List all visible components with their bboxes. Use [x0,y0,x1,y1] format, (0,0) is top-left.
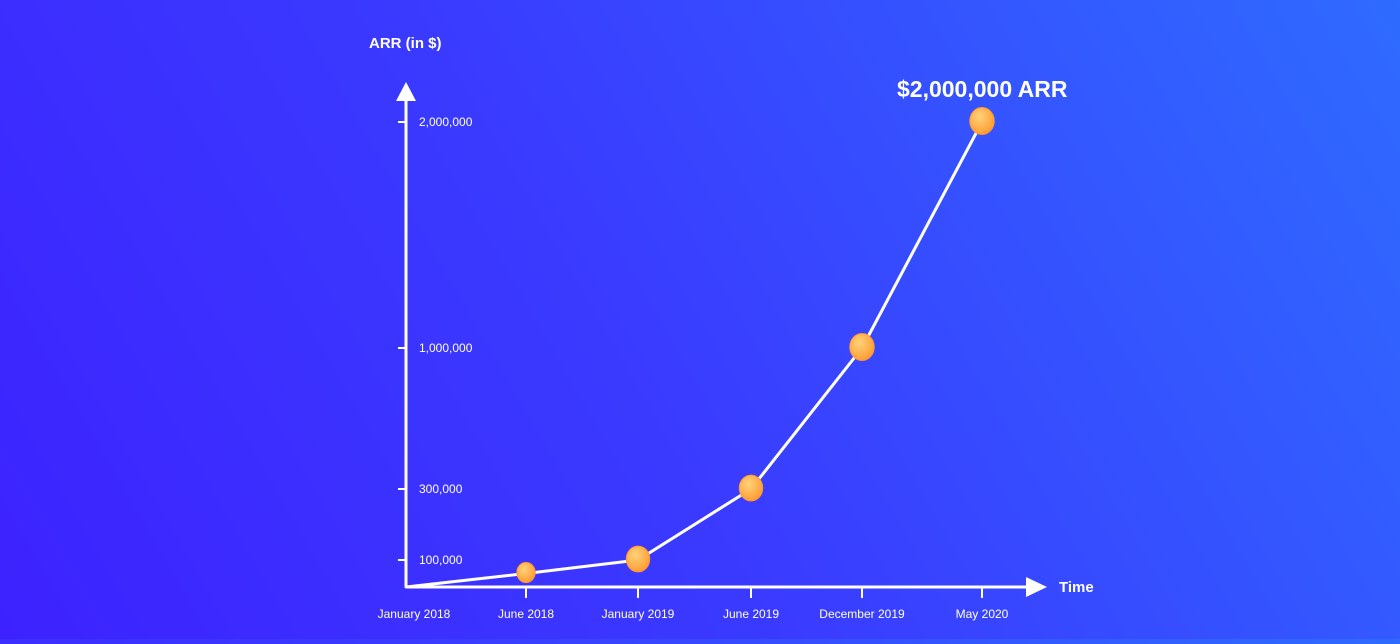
x-tick-label: January 2018 [378,607,451,621]
x-axis-title: Time [1059,579,1094,596]
x-ticks: January 2018 June 2018 January 2019 June 20… [378,587,1009,621]
series-arr [404,107,995,589]
y-tick-label: 300,000 [419,482,463,496]
annotation-label: $2,000,000 ARR [897,76,1068,102]
y-tick-label: 2,000,000 [419,115,473,129]
y-axis-arrow [396,82,416,101]
data-point [849,333,875,361]
x-tick-label: May 2020 [956,607,1009,621]
x-tick-label: June 2019 [723,607,779,621]
data-point [516,561,536,584]
data-point [738,474,764,502]
y-axis-title: ARR (in $) [369,35,442,52]
y-ticks: 100,000 300,000 1,000,000 2,000,000 [398,115,473,567]
y-tick-label: 1,000,000 [419,341,473,355]
x-axis-arrow [1026,577,1047,597]
series-line [404,120,984,589]
data-point [625,545,651,573]
x-tick-label: December 2019 [819,607,905,621]
x-tick-label: June 2018 [498,607,554,621]
y-tick-label: 100,000 [419,553,463,567]
x-tick-label: January 2019 [602,607,675,621]
data-point [969,107,995,135]
